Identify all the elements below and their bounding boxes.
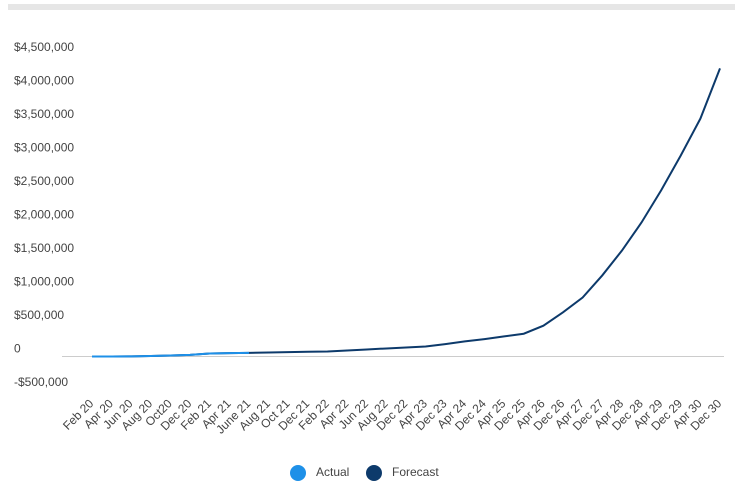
series-line bbox=[92, 351, 250, 358]
y-tick-label: $1,500,000 bbox=[14, 241, 74, 255]
y-tick-label: $3,000,000 bbox=[14, 141, 74, 155]
y-tick-label: $1,000,000 bbox=[14, 275, 74, 289]
top-bar bbox=[8, 4, 735, 10]
y-tick-label: $2,500,000 bbox=[14, 174, 74, 188]
series-line bbox=[92, 68, 721, 358]
y-tick-label: $4,500,000 bbox=[14, 40, 74, 54]
y-tick-label: $3,500,000 bbox=[14, 107, 74, 121]
y-tick-label: -$500,000 bbox=[14, 375, 68, 389]
y-tick-label: $500,000 bbox=[14, 308, 64, 322]
y-tick-label: $2,000,000 bbox=[14, 208, 74, 222]
legend-label: Actual bbox=[316, 465, 349, 479]
legend-marker bbox=[290, 465, 306, 481]
y-tick-label: 0 bbox=[14, 342, 21, 356]
y-tick-label: $4,000,000 bbox=[14, 74, 74, 88]
legend-marker bbox=[366, 465, 382, 481]
legend-label: Forecast bbox=[392, 465, 439, 479]
